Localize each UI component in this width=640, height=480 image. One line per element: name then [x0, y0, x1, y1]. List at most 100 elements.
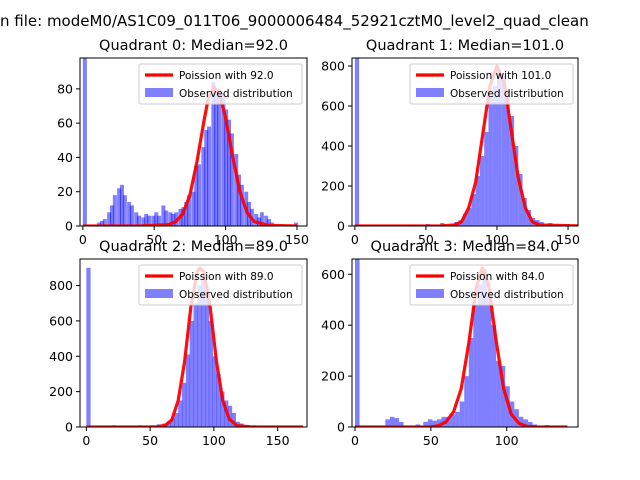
- histogram-bar: [488, 96, 493, 226]
- y-tick-label: 0: [65, 219, 73, 234]
- legend-box: [409, 264, 574, 306]
- histogram-bar: [267, 219, 272, 226]
- legend-line-label: Poission with 101.0: [450, 70, 551, 82]
- histogram-bar: [212, 356, 217, 427]
- plot-area: [355, 259, 568, 427]
- y-tick-label: 400: [49, 349, 73, 364]
- y-tick-label: 800: [321, 59, 345, 74]
- histogram-bar: [394, 418, 400, 427]
- subplot-title: Quadrant 1: Median=101.0: [366, 38, 564, 54]
- histogram-bar: [99, 220, 104, 226]
- histogram-bar: [496, 360, 501, 427]
- x-tick-label: 50: [146, 232, 162, 247]
- x-tick-label: 0: [351, 433, 359, 448]
- histogram-bar: [147, 215, 152, 226]
- histogram-bar: [122, 195, 127, 226]
- subplot-title: Quadrant 2: Median=89.0: [99, 239, 288, 255]
- histogram-bar: [211, 82, 216, 226]
- histogram-bar: [189, 320, 194, 427]
- histogram-bar: [455, 411, 460, 427]
- legend-bar-label: Observed distribution: [179, 289, 293, 301]
- histogram-bar: [492, 86, 497, 226]
- histogram-bar: [181, 207, 186, 226]
- legend-box: [409, 63, 574, 105]
- histogram-bar: [187, 195, 192, 226]
- histogram-bar: [204, 287, 210, 427]
- histogram-bar: [97, 222, 102, 226]
- histogram-bar: [239, 184, 244, 226]
- subplot-grid: 0 50 100 150 0 20 40 60 80 Quadrant 0: Median=92.…: [49, 38, 580, 448]
- histogram-bar: [482, 269, 487, 427]
- histogram-bar: [522, 198, 527, 226]
- subplot-title: Quadrant 3: Median=84.0: [371, 239, 560, 255]
- legend: Poission with 84.0 Observed distribution: [409, 264, 574, 306]
- histogram-bar: [389, 416, 395, 427]
- histogram-bar: [229, 133, 234, 226]
- histogram-bar: [161, 205, 166, 226]
- histogram-bar: [354, 58, 360, 226]
- histogram-bar: [505, 90, 510, 226]
- histogram-bar: [501, 76, 506, 226]
- histogram-bar: [197, 285, 202, 427]
- y-tick-label: 0: [337, 420, 345, 435]
- histogram-bar: [509, 116, 515, 226]
- histogram-bar: [259, 212, 264, 226]
- histogram-bar: [201, 276, 206, 427]
- histogram-bar: [157, 215, 162, 226]
- legend: Poission with 92.0 Observed distribution: [138, 63, 303, 105]
- histogram-bar: [151, 215, 156, 226]
- histogram-bar: [207, 126, 212, 226]
- histogram-bar: [468, 337, 474, 427]
- legend-line-label: Poission with 84.0: [450, 271, 545, 283]
- histogram-bar: [527, 421, 533, 427]
- histogram-bar: [112, 195, 117, 226]
- histogram-bar: [221, 94, 226, 226]
- histogram-bar: [129, 205, 134, 226]
- subplot-quadrant-3: 0 50 100 0 200 400 600 Quadrant 3: Median=84.0 P…: [321, 239, 579, 448]
- x-tick-label: 150: [285, 232, 309, 247]
- histogram-bar: [194, 166, 199, 226]
- histogram-bar: [86, 267, 91, 427]
- histogram-bar: [171, 214, 176, 226]
- histogram-bar: [204, 130, 209, 226]
- histogram-bar: [216, 373, 221, 427]
- y-tick-label: 0: [337, 219, 345, 234]
- y-tick-label: 200: [321, 179, 345, 194]
- histogram-bar: [231, 412, 236, 427]
- histogram-bar: [102, 219, 107, 226]
- histogram-bar: [227, 119, 232, 226]
- axes-frame: [351, 258, 579, 428]
- histogram-bar: [294, 222, 299, 226]
- histogram-bar: [473, 304, 478, 427]
- histogram-bar: [523, 419, 528, 427]
- y-tick-label: 400: [321, 139, 345, 154]
- legend-box: [138, 63, 303, 105]
- legend-line-label: Poission with 89.0: [179, 271, 274, 283]
- x-tick-label: 50: [142, 433, 158, 448]
- histogram-bar: [109, 205, 114, 226]
- histogram-bar: [475, 176, 480, 226]
- histogram-bar: [385, 419, 390, 427]
- legend-bar-swatch: [145, 289, 173, 298]
- histogram-bar: [154, 212, 159, 226]
- histogram-bar: [227, 405, 233, 427]
- y-tick-label: 400: [321, 318, 345, 333]
- histogram-bar: [141, 217, 146, 226]
- x-tick-label: 100: [495, 433, 519, 448]
- histogram-bar: [197, 164, 202, 226]
- x-tick-label: 100: [485, 232, 509, 247]
- legend: Poission with 101.0 Observed distribution: [409, 63, 574, 105]
- subplot-quadrant-2: 0 50 100 150 0 200 400 600 800 Quadrant 2: Median…: [49, 239, 308, 448]
- histogram-bar: [477, 284, 483, 427]
- histogram-bar: [399, 421, 404, 427]
- axes-frame: [351, 57, 579, 227]
- histogram-bar: [185, 354, 191, 427]
- histogram-bar: [450, 414, 456, 427]
- histogram-bar: [224, 109, 229, 226]
- histogram-bar: [217, 88, 222, 226]
- y-tick-label: 200: [49, 384, 73, 399]
- legend-box: [138, 264, 303, 306]
- legend-bar-label: Observed distribution: [179, 88, 293, 100]
- histogram-bar: [201, 147, 206, 226]
- legend-bar-swatch: [145, 88, 173, 97]
